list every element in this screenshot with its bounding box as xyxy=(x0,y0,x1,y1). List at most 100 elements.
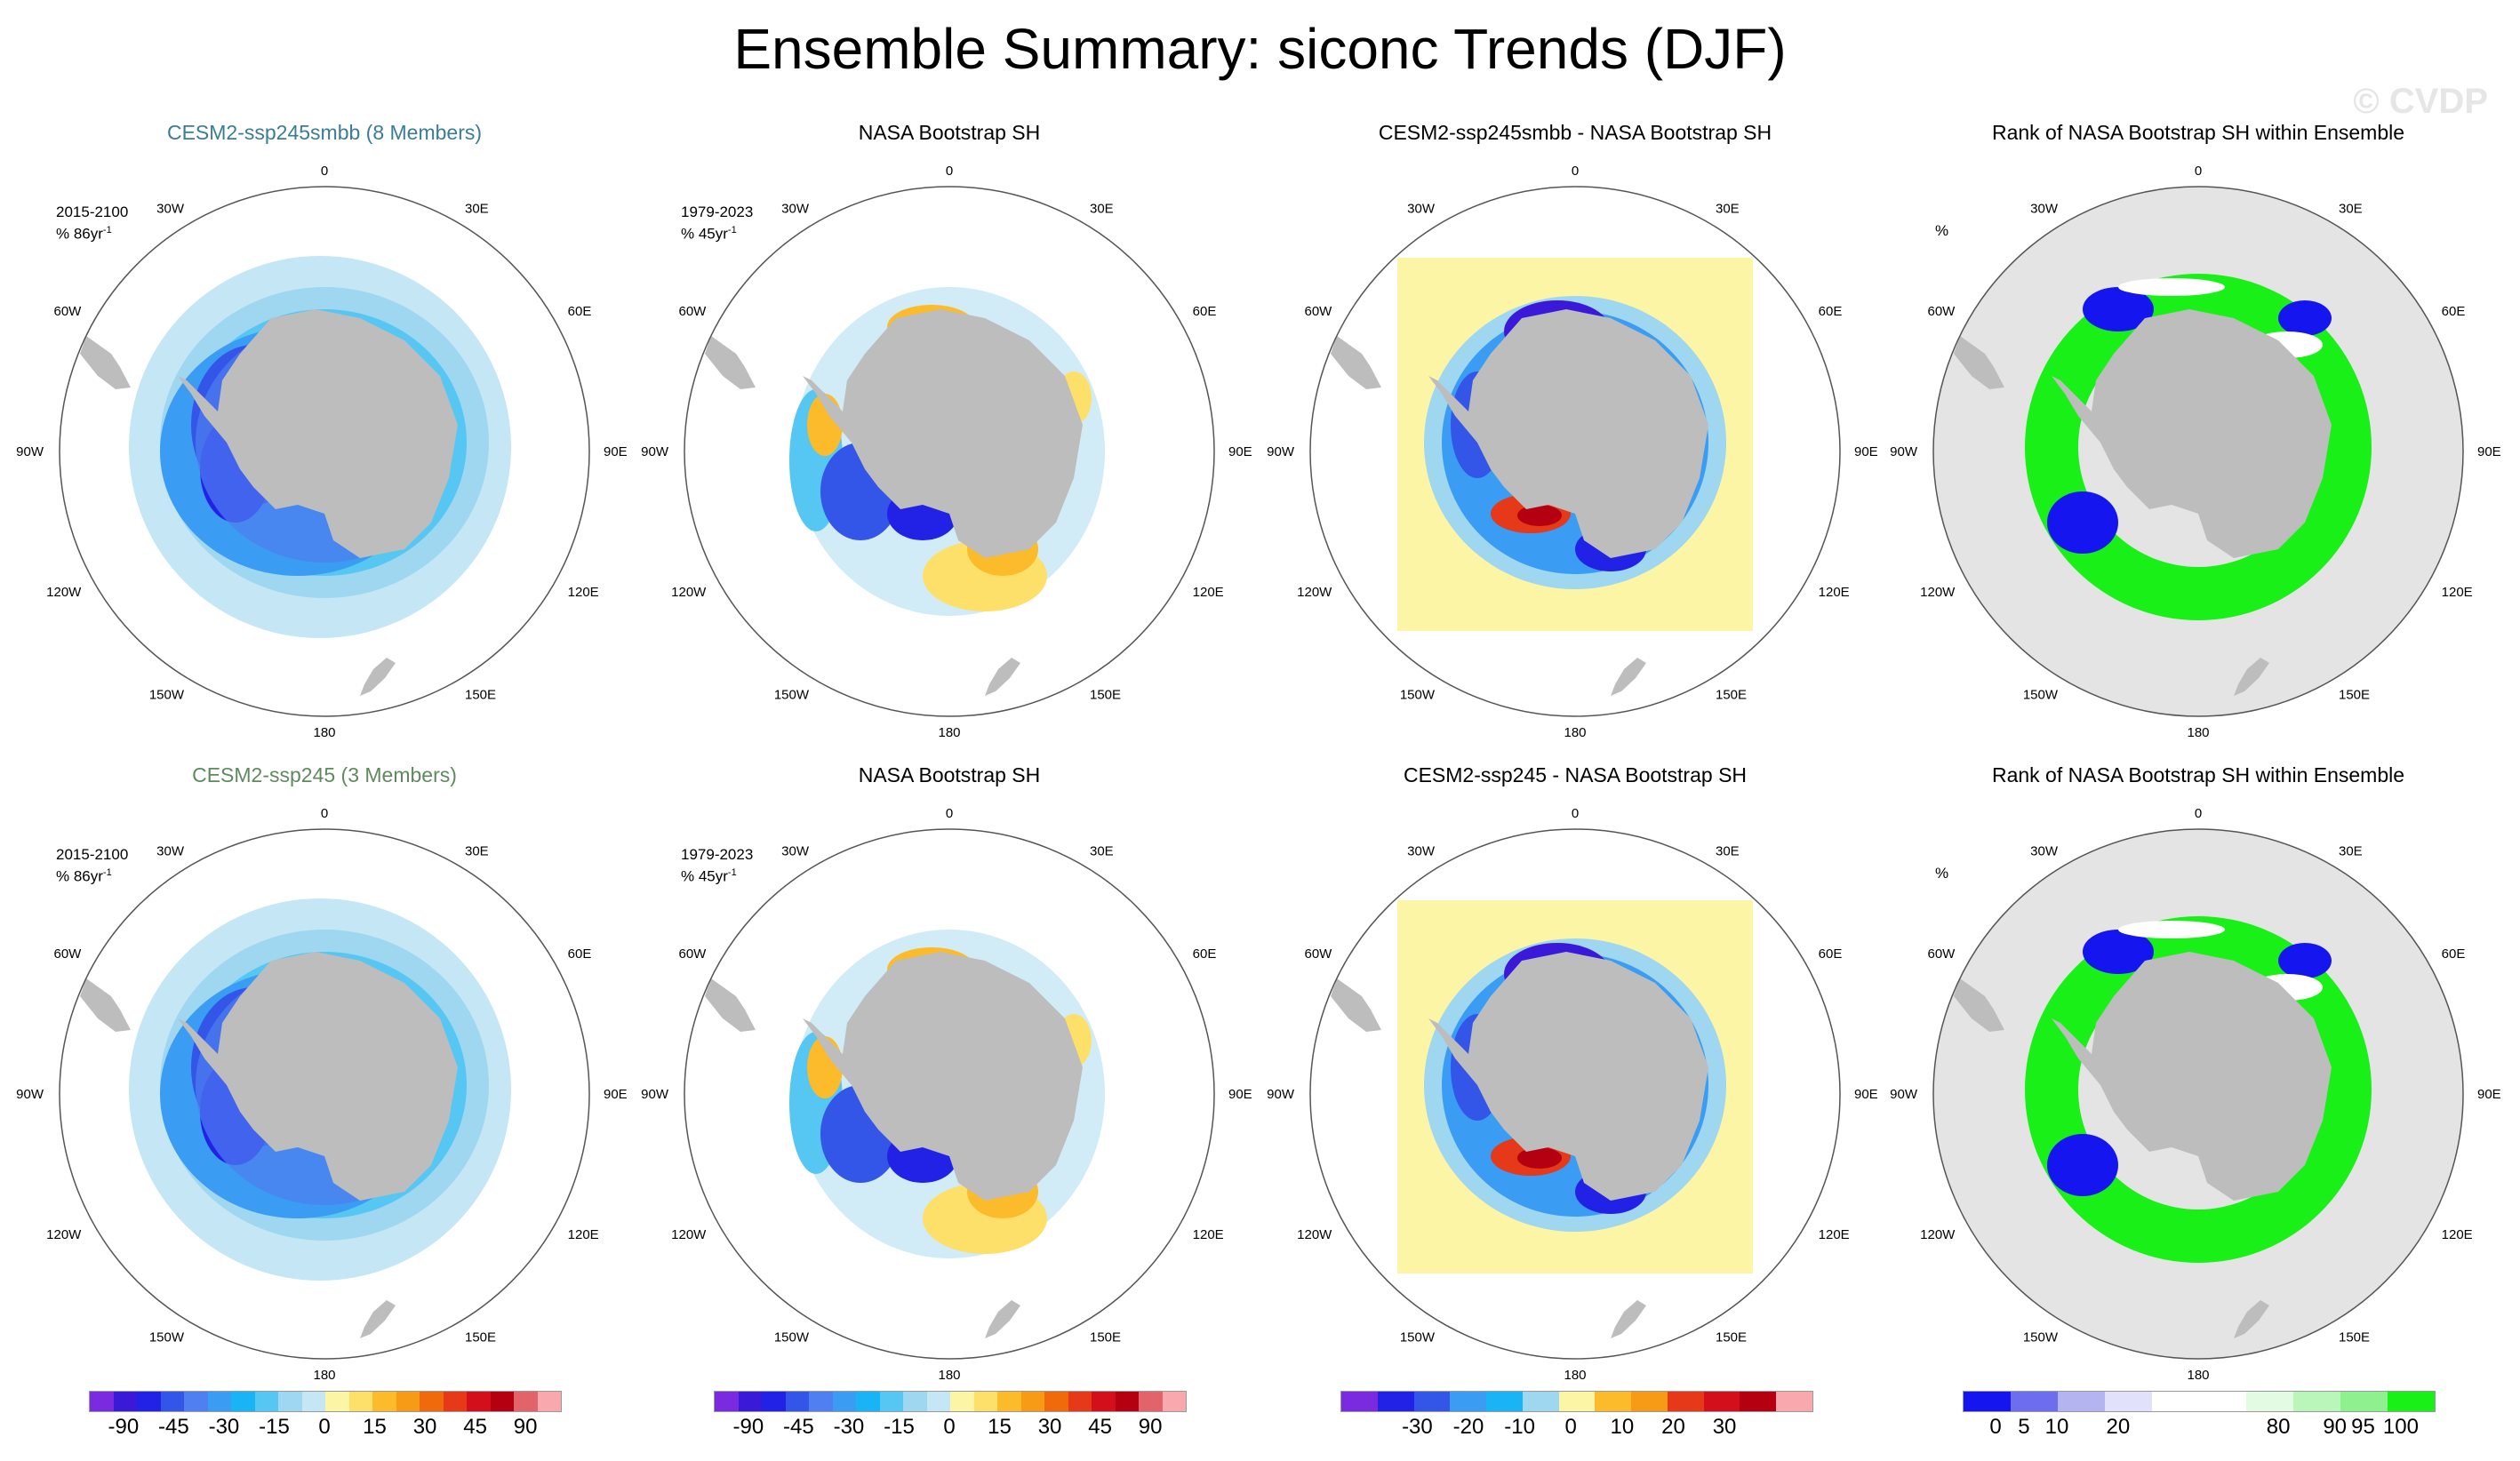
colorbar-segment xyxy=(1450,1392,1487,1411)
antarctica-landmass xyxy=(1468,309,1708,558)
longitude-label: 120E xyxy=(2442,1227,2473,1242)
new-zealand-landmass xyxy=(360,658,396,696)
panel-title: NASA Bootstrap SH xyxy=(858,121,1041,144)
colorbar-segment xyxy=(2152,1392,2199,1411)
map-boundary xyxy=(1309,828,1841,1360)
units-exponent: -1 xyxy=(727,867,737,878)
longitude-label: 60W xyxy=(53,946,82,962)
antarctic-peninsula xyxy=(178,1018,227,1085)
south-america-landmass xyxy=(705,978,756,1032)
colorbar-tick-label: 20 xyxy=(2106,1415,2131,1439)
units-exponent: -1 xyxy=(102,225,112,236)
period: 2015-2100 xyxy=(56,846,129,863)
longitude-label: 60W xyxy=(1927,304,1956,319)
longitude-label: 150W xyxy=(149,1330,185,1345)
longitude-label: 180 xyxy=(313,1368,335,1383)
longitude-label: 180 xyxy=(2187,1368,2209,1383)
panel-period-label: 1979-2023% 45yr-1 xyxy=(681,203,753,244)
longitude-label: 90E xyxy=(1228,1087,1252,1102)
longitude-label: 0 xyxy=(2195,164,2202,179)
polar-map: 0 30E 60E 90E 120E 150E 180 150W 120W 90W 60W 30W xyxy=(1267,806,1878,1383)
panel-title: CESM2-ssp245 - NASA Bootstrap SH xyxy=(1403,763,1748,786)
longitude-label: 180 xyxy=(1564,1368,1586,1383)
longitude-label: 90E xyxy=(2477,444,2501,459)
longitude-label: 0 xyxy=(321,164,328,179)
cvdp-watermark: © CVDP xyxy=(2353,82,2488,121)
longitude-label: 90W xyxy=(641,1087,669,1102)
colorbar-segment xyxy=(1068,1392,1092,1411)
units-text: % 45yr xyxy=(681,867,728,885)
colorbar-segment xyxy=(1522,1392,1559,1411)
longitude-label: 30E xyxy=(1090,843,1114,858)
colorbar-tick-label: 95 xyxy=(2351,1415,2375,1439)
longitude-label: 90E xyxy=(604,1087,628,1102)
longitude-label: 60W xyxy=(678,946,707,962)
longitude-label: 30E xyxy=(2339,843,2363,858)
longitude-label: 60W xyxy=(1304,304,1332,319)
map-boundary xyxy=(1932,828,2464,1360)
longitude-label: 60E xyxy=(1193,946,1217,962)
south-america-landmass xyxy=(1954,336,2004,389)
polar-map: 0 30E 60E 90E 120E 150E 180 150W 120W 90W 60W 30W xyxy=(641,164,1252,740)
map-boundary xyxy=(59,828,590,1360)
field-patch xyxy=(2083,930,2154,974)
longitude-label: 30E xyxy=(2339,201,2363,216)
longitude-label: 150W xyxy=(774,688,810,703)
period: 1979-2023 xyxy=(681,846,754,863)
colorbar-segment xyxy=(537,1392,561,1411)
antarctic-peninsula xyxy=(2052,1018,2100,1085)
colorbar-segment xyxy=(950,1392,974,1411)
longitude-label: 30W xyxy=(1407,843,1436,858)
panel-title: Rank of NASA Bootstrap SH within Ensembl… xyxy=(1991,763,2405,786)
units-exponent: -1 xyxy=(727,225,737,236)
colorbar-tick-label: 30 xyxy=(1712,1415,1737,1439)
field-patch xyxy=(2278,943,2332,978)
panel-title: Rank of NASA Bootstrap SH within Ensembl… xyxy=(1991,121,2405,144)
colorbar-tick-label: -15 xyxy=(884,1415,915,1439)
colorbar-segment xyxy=(372,1392,396,1411)
antarctica-landmass xyxy=(843,952,1083,1201)
colorbar-segment xyxy=(207,1392,231,1411)
colorbar-segment xyxy=(1162,1392,1186,1411)
longitude-label: 150E xyxy=(465,1330,496,1345)
longitude-label: 120W xyxy=(46,585,82,600)
longitude-label: 30W xyxy=(781,201,810,216)
colorbar-segment xyxy=(1964,1392,2011,1411)
longitude-label: 0 xyxy=(1572,164,1579,179)
panel-units: % xyxy=(1935,222,1949,239)
polar-map: 0 30E 60E 90E 120E 150E 180 150W 120W 90W 60W 30W xyxy=(1267,164,1878,740)
colorbar-segment xyxy=(738,1392,762,1411)
longitude-label: 90W xyxy=(641,444,669,459)
longitude-label: 150E xyxy=(465,688,496,703)
longitude-label: 90E xyxy=(1854,444,1878,459)
longitude-label: 60E xyxy=(2442,304,2466,319)
units: % 86yr-1 xyxy=(56,221,128,244)
new-zealand-landmass xyxy=(985,1300,1020,1338)
panel-title: CESM2-ssp245smbb (8 Members) xyxy=(166,121,483,144)
panel-title: CESM2-ssp245smbb - NASA Bootstrap SH xyxy=(1378,121,1772,144)
longitude-label: 0 xyxy=(1572,806,1579,821)
south-america-landmass xyxy=(1331,336,1381,389)
colorbar-tick-label: 90 xyxy=(513,1415,538,1439)
longitude-label: 180 xyxy=(938,725,960,740)
antarctic-peninsula xyxy=(803,1018,852,1085)
longitude-label: 150W xyxy=(1400,688,1436,703)
colorbar-tick-label: 30 xyxy=(1037,1415,1062,1439)
longitude-label: 60E xyxy=(2442,946,2466,962)
colorbar-segment xyxy=(348,1392,372,1411)
units-text: % 45yr xyxy=(681,225,728,243)
longitude-label: 150W xyxy=(774,1330,810,1345)
colorbar-segment xyxy=(443,1392,467,1411)
units: % 45yr-1 xyxy=(681,221,753,244)
longitude-label: 180 xyxy=(1564,725,1586,740)
longitude-label: 0 xyxy=(946,164,953,179)
figure-title: Ensemble Summary: siconc Trends (DJF) xyxy=(733,17,1787,81)
colorbar-segment xyxy=(1115,1392,1139,1411)
longitude-label: 120E xyxy=(1193,1227,1224,1242)
colorbar-segment xyxy=(184,1392,208,1411)
colorbar-tick-label: 100 xyxy=(2382,1415,2419,1439)
colorbar-segment xyxy=(973,1392,997,1411)
units: % 86yr-1 xyxy=(56,864,128,886)
colorbar-segment xyxy=(1377,1392,1414,1411)
colorbar-segment xyxy=(1558,1392,1596,1411)
